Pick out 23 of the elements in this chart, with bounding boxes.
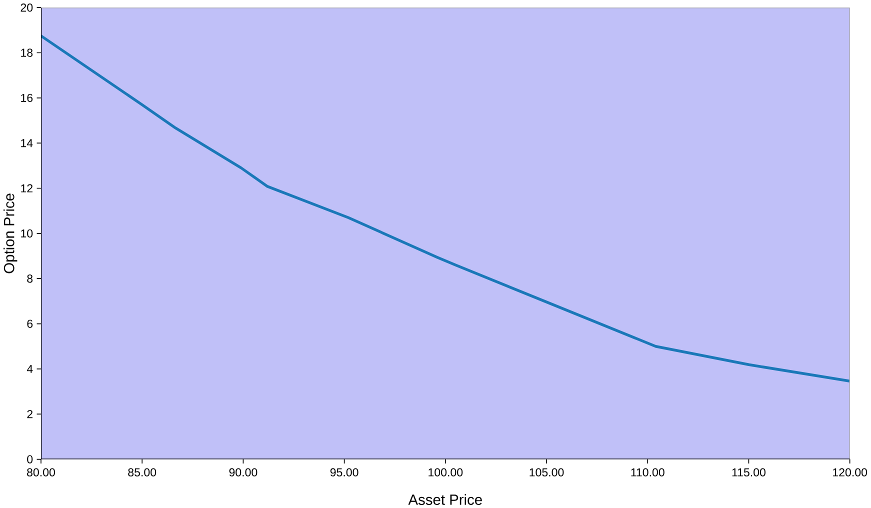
- x-tick-label: 110.00: [631, 468, 664, 476]
- y-tick-label: 16: [21, 94, 33, 102]
- y-tick-label: 18: [21, 48, 33, 57]
- x-axis-title: Asset Price: [408, 494, 482, 505]
- y-tick-label: 8: [27, 274, 33, 282]
- y-tick-label: 20: [20, 3, 33, 12]
- y-tick-label: 0: [27, 454, 33, 464]
- y-tick-label: 2: [27, 410, 32, 418]
- x-tick-label: 100.00: [428, 468, 463, 476]
- line-series: [40, 34, 850, 382]
- y-tick-label: 6: [27, 319, 33, 328]
- y-axis-title: Option Price: [4, 193, 18, 273]
- y-tick-label: 14: [21, 138, 33, 147]
- x-tick-label: 120.00: [833, 468, 868, 476]
- x-tick-label: 115.00: [732, 468, 766, 476]
- x-tick-label: 105.00: [530, 468, 564, 476]
- y-tick-label: 12: [21, 184, 32, 192]
- x-tick-label: 95.00: [330, 468, 358, 476]
- y-tick-label: 10: [21, 229, 33, 238]
- y-tick-label: 4: [26, 364, 33, 373]
- x-tick-label: 85.00: [128, 468, 156, 476]
- x-tick-label: 80.00: [27, 468, 55, 476]
- x-tick-label: 90.00: [229, 468, 258, 476]
